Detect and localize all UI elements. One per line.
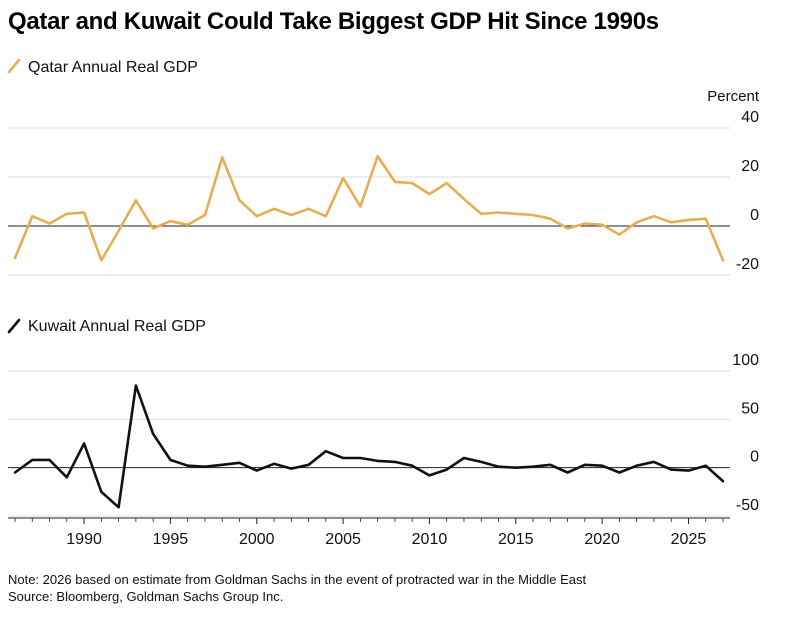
chart-source: Source: Bloomberg, Goldman Sachs Group I… xyxy=(8,588,284,604)
kuwait-series-line xyxy=(13,384,725,509)
x-tick-label: 1990 xyxy=(66,531,102,548)
qatar-y-tick-label: 0 xyxy=(750,207,759,224)
qatar-y-axis: 40 20 0 -20 xyxy=(736,109,759,273)
x-tick-label: 2025 xyxy=(671,531,707,548)
x-tick-label: 2020 xyxy=(584,531,620,548)
kuwait-grid xyxy=(8,370,730,517)
kuwait-legend-label: Kuwait Annual Real GDP xyxy=(28,318,206,335)
footnotes: Note: 2026 based on estimate from Goldma… xyxy=(8,572,586,605)
kuwait-legend: Kuwait Annual Real GDP xyxy=(7,318,206,335)
x-tick-label: 2010 xyxy=(412,531,448,548)
qatar-grid xyxy=(8,127,730,276)
qatar-y-tick-label: -20 xyxy=(736,256,759,273)
kuwait-y-tick-label: 0 xyxy=(750,449,759,466)
x-axis: 1990 1995 2000 2005 2010 2015 2020 2025 xyxy=(8,517,730,548)
x-tick-label: 1995 xyxy=(153,531,189,548)
qatar-legend-label: Qatar Annual Real GDP xyxy=(28,59,198,76)
qatar-y-tick-label: 20 xyxy=(741,158,759,175)
qatar-legend: Qatar Annual Real GDP xyxy=(7,58,198,76)
kuwait-y-axis: 100 50 0 -50 xyxy=(732,352,759,514)
qatar-legend-swatch-icon xyxy=(7,58,21,74)
qatar-series-line xyxy=(13,154,725,262)
chart-title: Qatar and Kuwait Could Take Biggest GDP … xyxy=(8,8,659,35)
x-tick-label: 2005 xyxy=(325,531,361,548)
chart-note: Note: 2026 based on estimate from Goldma… xyxy=(8,572,587,587)
qatar-unit-label: Percent xyxy=(707,88,760,105)
kuwait-y-tick-label: -50 xyxy=(736,497,759,514)
qatar-y-tick-label: 40 xyxy=(741,109,759,126)
x-tick-label: 2000 xyxy=(239,531,275,548)
kuwait-y-tick-label: 100 xyxy=(732,352,759,369)
kuwait-legend-swatch-icon xyxy=(7,318,21,334)
x-tick-label: 2015 xyxy=(498,531,534,548)
kuwait-y-tick-label: 50 xyxy=(741,400,759,417)
